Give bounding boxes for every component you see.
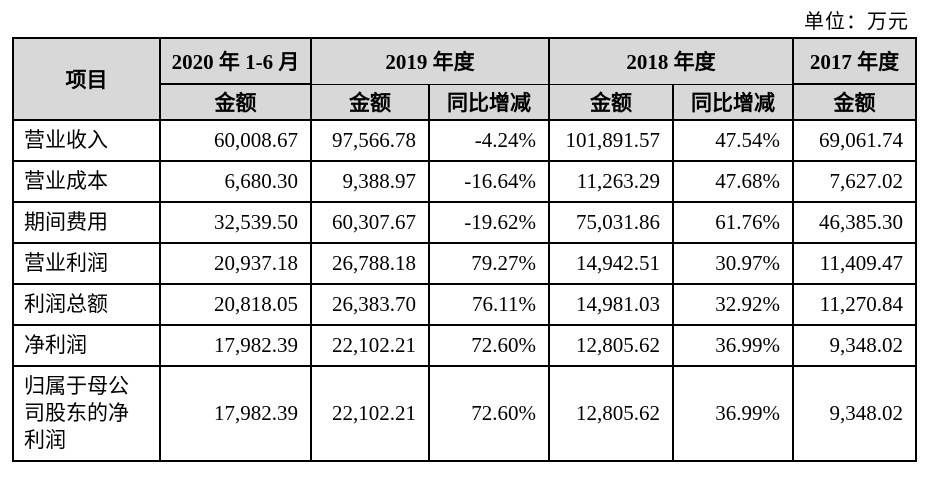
subheader-2020h1-amount: 金额 — [159, 83, 312, 121]
cell-2017-amount: 9,348.02 — [792, 365, 917, 462]
cell-2018-amount: 11,263.29 — [548, 160, 674, 203]
col-header-item: 项目 — [12, 37, 161, 121]
cell-2019-amount: 9,388.97 — [310, 160, 430, 203]
cell-2020h1-amount: 6,680.30 — [159, 160, 312, 203]
header-sub-row: 金额 金额 同比增减 金额 同比增减 金额 — [13, 83, 917, 121]
col-header-2020h1: 2020 年 1-6 月 — [159, 37, 312, 85]
table-row-operating-cost: 营业成本 6,680.30 9,388.97 -16.64% 11,263.29… — [12, 160, 917, 203]
row-item-label: 归属于母公司股东的净利润 — [12, 365, 161, 462]
subheader-2017-amount: 金额 — [792, 83, 917, 121]
cell-2018-amount: 14,942.51 — [548, 242, 674, 285]
cell-2019-yoy: -19.62% — [428, 201, 550, 244]
cell-2017-amount: 69,061.74 — [792, 119, 917, 162]
cell-2018-yoy: 36.99% — [672, 365, 794, 462]
cell-2018-amount: 101,891.57 — [548, 119, 674, 162]
cell-2019-yoy: -4.24% — [428, 119, 550, 162]
cell-2020h1-amount: 60,008.67 — [159, 119, 312, 162]
cell-2019-yoy: -16.64% — [428, 160, 550, 203]
cell-2019-amount: 22,102.21 — [310, 324, 430, 367]
row-item-label: 净利润 — [12, 324, 161, 367]
table-header: 项目 2020 年 1-6 月 2019 年度 2018 年度 2017 年度 … — [12, 37, 917, 121]
subheader-2019-amount: 金额 — [310, 83, 430, 121]
row-item-label: 营业成本 — [12, 160, 161, 203]
table-row-operating-profit: 营业利润 20,937.18 26,788.18 79.27% 14,942.5… — [12, 242, 917, 285]
cell-2019-yoy: 79.27% — [428, 242, 550, 285]
subheader-2018-amount: 金额 — [548, 83, 674, 121]
table-row-operating-revenue: 营业收入 60,008.67 97,566.78 -4.24% 101,891.… — [12, 119, 917, 162]
cell-2017-amount: 7,627.02 — [792, 160, 917, 203]
table-row-net-profit: 净利润 17,982.39 22,102.21 72.60% 12,805.62… — [12, 324, 917, 367]
cell-2018-yoy: 30.97% — [672, 242, 794, 285]
cell-2018-yoy: 36.99% — [672, 324, 794, 367]
subheader-2018-yoy: 同比增减 — [672, 83, 794, 121]
cell-2020h1-amount: 20,818.05 — [159, 283, 312, 326]
header-group-row: 项目 2020 年 1-6 月 2019 年度 2018 年度 2017 年度 — [12, 37, 917, 121]
cell-2019-amount: 26,788.18 — [310, 242, 430, 285]
cell-2019-yoy: 72.60% — [428, 365, 550, 462]
cell-2020h1-amount: 17,982.39 — [159, 365, 312, 462]
row-item-label: 营业利润 — [12, 242, 161, 285]
unit-label: 单位：万元 — [804, 11, 909, 33]
cell-2018-amount: 12,805.62 — [548, 365, 674, 462]
row-item-label: 期间费用 — [12, 201, 161, 244]
cell-2017-amount: 11,270.84 — [792, 283, 917, 326]
cell-2018-yoy: 47.68% — [672, 160, 794, 203]
cell-2020h1-amount: 32,539.50 — [159, 201, 312, 244]
cell-2018-amount: 75,031.86 — [548, 201, 674, 244]
cell-2020h1-amount: 20,937.18 — [159, 242, 312, 285]
cell-2018-amount: 14,981.03 — [548, 283, 674, 326]
table-row-period-expenses: 期间费用 32,539.50 60,307.67 -19.62% 75,031.… — [12, 201, 917, 244]
col-header-2019: 2019 年度 — [310, 37, 550, 85]
col-header-2017: 2017 年度 — [792, 37, 917, 85]
cell-2019-amount: 26,383.70 — [310, 283, 430, 326]
table-body: 营业收入 60,008.67 97,566.78 -4.24% 101,891.… — [12, 119, 917, 462]
cell-2019-yoy: 76.11% — [428, 283, 550, 326]
table-row-net-profit-attributable-to-parent: 归属于母公司股东的净利润 17,982.39 22,102.21 72.60% … — [12, 365, 917, 462]
cell-2018-amount: 12,805.62 — [548, 324, 674, 367]
row-item-label: 营业收入 — [12, 119, 161, 162]
cell-2017-amount: 9,348.02 — [792, 324, 917, 367]
cell-2018-yoy: 32.92% — [672, 283, 794, 326]
financial-summary-table: 项目 2020 年 1-6 月 2019 年度 2018 年度 2017 年度 … — [12, 37, 917, 462]
cell-2017-amount: 11,409.47 — [792, 242, 917, 285]
table-row-total-profit: 利润总额 20,818.05 26,383.70 76.11% 14,981.0… — [12, 283, 917, 326]
row-item-label: 利润总额 — [12, 283, 161, 326]
col-header-2018: 2018 年度 — [548, 37, 794, 85]
cell-2019-amount: 60,307.67 — [310, 201, 430, 244]
cell-2019-yoy: 72.60% — [428, 324, 550, 367]
cell-2019-amount: 22,102.21 — [310, 365, 430, 462]
subheader-2019-yoy: 同比增减 — [428, 83, 550, 121]
cell-2019-amount: 97,566.78 — [310, 119, 430, 162]
cell-2018-yoy: 47.54% — [672, 119, 794, 162]
cell-2018-yoy: 61.76% — [672, 201, 794, 244]
cell-2020h1-amount: 17,982.39 — [159, 324, 312, 367]
cell-2017-amount: 46,385.30 — [792, 201, 917, 244]
